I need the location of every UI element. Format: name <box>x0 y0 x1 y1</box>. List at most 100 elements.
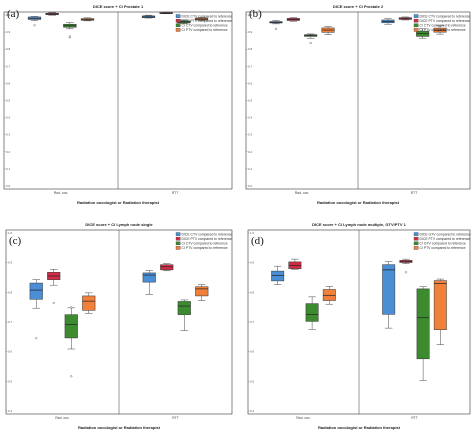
y-tick-label: 0.6 <box>248 81 253 85</box>
legend-label: DICE GTV compared to reference <box>420 232 471 236</box>
y-tick-label: 0.1 <box>6 167 11 171</box>
box-dice-ctv-compared-to-reference <box>269 20 283 30</box>
y-tick-label: 1.0 <box>248 13 253 17</box>
box-dice-ptv-compared-to-reference <box>159 11 173 15</box>
y-tick-label: 0.4 <box>250 409 255 413</box>
chart-title: DICE score + CI Lymph node single <box>85 222 153 227</box>
box-ci-ctv-compared-to-reference <box>177 299 191 331</box>
box-ci-gtv-compared-to-reference <box>416 286 430 381</box>
y-tick-label: 0.7 <box>8 320 13 324</box>
y-tick-label: 0.7 <box>6 64 11 68</box>
y-tick-label: 0.6 <box>250 350 255 354</box>
box-dice-ctv-compared-to-reference <box>381 18 395 25</box>
legend-swatch <box>175 241 181 246</box>
y-tick-label: 0.8 <box>250 290 255 294</box>
box-ci-ptv-compared-to-reference <box>194 17 209 21</box>
box <box>305 303 319 322</box>
legend-swatch <box>175 236 181 241</box>
legend-label: CI PTV compared to reference <box>420 246 466 250</box>
legend-label: DICE CTV compared to reference <box>420 14 471 18</box>
y-tick-label: 0.6 <box>8 350 13 354</box>
outlier-point <box>35 337 38 340</box>
legend-label: CI CTV compared to reference <box>182 242 228 246</box>
box <box>433 280 447 330</box>
box-ci-ptv-compared-to-reference <box>322 286 336 305</box>
legend-label: CI PTV compared to reference <box>182 28 228 32</box>
box-dice-gtv-compared-to-reference <box>271 265 285 285</box>
x-tick-label: Rad. onc. <box>295 191 310 195</box>
x-tick-label: RTT <box>411 416 418 420</box>
y-tick-label: 0.7 <box>250 320 255 324</box>
box <box>29 282 43 300</box>
box-dice-ptv-compared-to-reference <box>288 258 302 270</box>
y-tick-label: 1.0 <box>250 231 255 235</box>
y-tick-label: 0.9 <box>250 261 255 265</box>
box <box>64 314 78 339</box>
y-tick-label: 0.4 <box>8 409 13 413</box>
box-dice-ptv-compared-to-reference <box>398 16 412 21</box>
box-dice-ctv-compared-to-reference <box>29 279 43 340</box>
x-tick-label: Rad. onc. <box>296 416 311 420</box>
outlier-point <box>404 271 407 274</box>
legend-swatch <box>413 236 419 241</box>
y-tick-label: 1.0 <box>6 13 11 17</box>
x-axis-label: Radiation oncologist or Radiation therap… <box>77 200 160 205</box>
x-tick-label: Rad. onc. <box>55 416 70 420</box>
x-tick-label: RTT <box>172 191 179 195</box>
box-dice-ptv-compared-to-reference <box>160 263 174 272</box>
legend-swatch <box>175 14 181 18</box>
legend-swatch <box>413 241 419 246</box>
y-tick-label: 0.4 <box>248 116 253 120</box>
legend-label: CI PTV compared to reference <box>182 246 228 250</box>
legend-label: CI CTV compared to reference <box>420 24 466 28</box>
box <box>160 264 174 271</box>
chart-title: DICE score + CI Prostate 1 <box>93 4 144 9</box>
y-tick-label: 0.8 <box>6 47 11 51</box>
legend-swatch <box>413 246 419 250</box>
y-tick-label: 0.5 <box>250 379 255 383</box>
outlier-point <box>274 27 278 30</box>
box-ci-ptv-compared-to-reference <box>321 26 335 35</box>
legend-swatch <box>413 23 419 28</box>
chart-title: DICE score + CI Prostate 2 <box>333 4 384 9</box>
box-ci-ptv-compared-to-reference <box>433 25 447 35</box>
legend-swatch <box>413 14 419 18</box>
legend-swatch <box>175 246 181 250</box>
box-dice-gtv-compared-to-reference <box>382 261 396 329</box>
legend-label: CI PTV compared to reference <box>420 28 466 32</box>
box-dice-ptv-compared-to-reference <box>286 17 300 22</box>
y-tick-label: 0.3 <box>248 133 253 137</box>
box <box>177 301 191 315</box>
box-ci-ctv-compared-to-reference <box>63 22 77 39</box>
box <box>195 286 209 297</box>
y-tick-label: 0.1 <box>248 167 253 171</box>
y-tick-label: 0.2 <box>6 150 11 154</box>
x-tick-label: RTT <box>411 191 418 195</box>
box-dice-ctv-compared-to-reference <box>27 16 42 27</box>
legend-label: DICE PTV compared to reference <box>182 237 233 241</box>
legend-label: DICE PTV compared to reference <box>420 237 471 241</box>
y-tick-label: 1.0 <box>8 231 13 235</box>
box-dice-ptv-compared-to-reference <box>47 269 61 305</box>
box-dice-ptv-compared-to-reference <box>45 12 59 16</box>
legend-label: DICE CTV compared to reference <box>182 14 233 18</box>
legend-swatch <box>175 18 181 23</box>
outlier-point <box>33 24 36 27</box>
legend-swatch <box>175 23 181 28</box>
y-tick-label: 0.5 <box>6 99 11 103</box>
y-tick-label: 0.2 <box>248 150 253 154</box>
box-ci-ctv-compared-to-reference <box>416 28 430 39</box>
chart-title: DICE score + CI Lymph node multiple, GTV… <box>312 222 407 227</box>
y-tick-label: 0.3 <box>6 133 11 137</box>
box-dice-ctv-compared-to-reference <box>141 14 156 19</box>
y-tick-label: 0.4 <box>6 116 11 120</box>
box-ci-ptv-compared-to-reference <box>80 17 95 22</box>
legend-swatch <box>413 232 419 236</box>
box-ci-gtv-compared-to-reference <box>305 296 319 330</box>
legend-swatch <box>413 28 419 32</box>
box <box>142 272 156 283</box>
x-tick-label: Rad. onc. <box>54 191 69 195</box>
x-axis-label: Radiation oncologist or Radiation therap… <box>318 425 401 430</box>
y-tick-label: 0.9 <box>248 30 253 34</box>
box-ci-ptv-compared-to-reference <box>433 278 447 345</box>
